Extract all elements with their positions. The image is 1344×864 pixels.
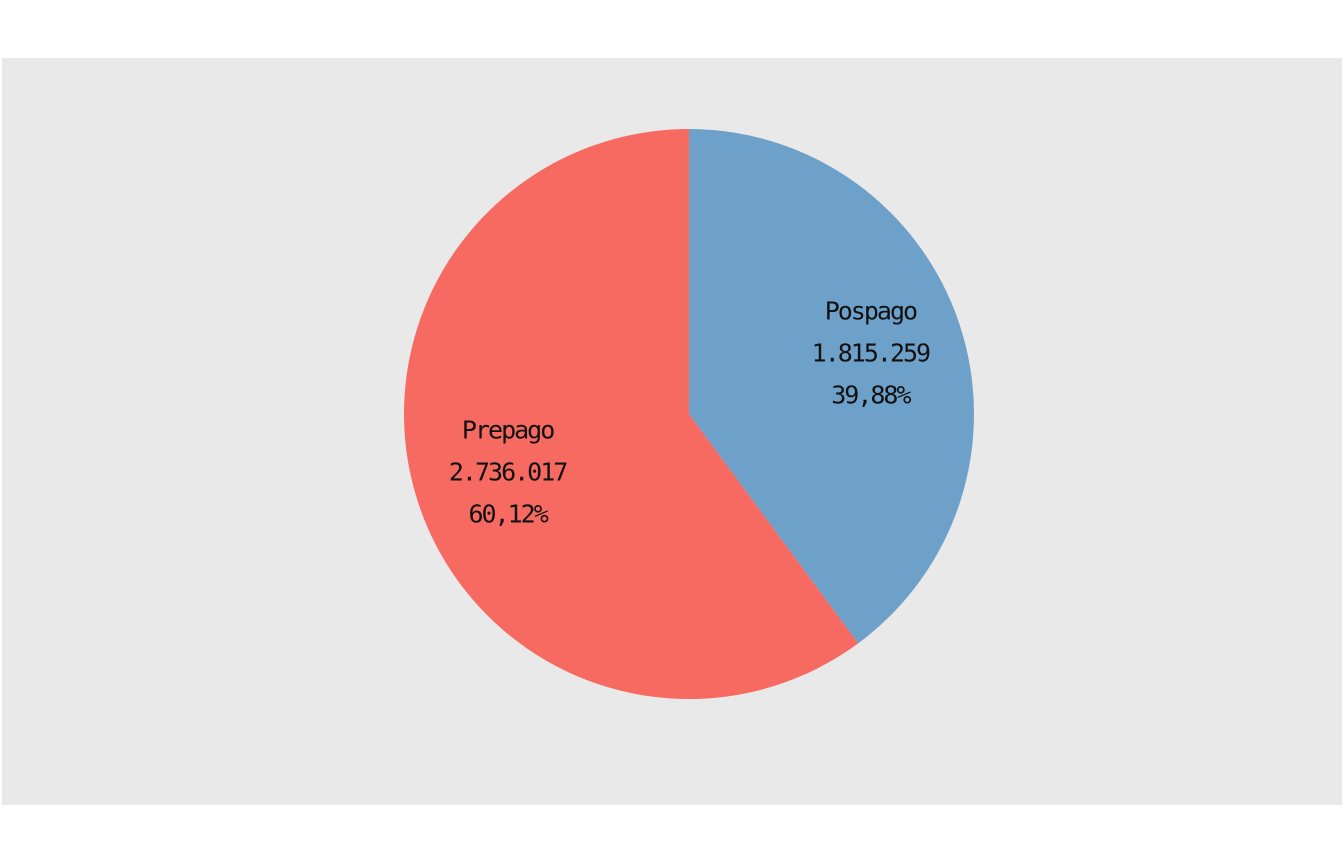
slice-label-percent-prepago: 60,12% (468, 500, 548, 529)
slice-label-value-pospago: 1.815.259 (812, 338, 930, 367)
pie-labels: Pospago 1.815.259 39,88% Prepago 2.736.017 60… (449, 296, 932, 529)
slice-label-name-prepago: Prepago (462, 416, 554, 445)
slice-label-percent-pospago: 39,88% (831, 380, 911, 409)
pie-slices (404, 129, 974, 700)
pie-slice-prepago (404, 129, 859, 700)
slice-label-value-prepago: 2.736.017 (449, 458, 567, 487)
slice-label-name-pospago: Pospago (825, 296, 917, 325)
pie-slice-pospago (689, 129, 974, 644)
